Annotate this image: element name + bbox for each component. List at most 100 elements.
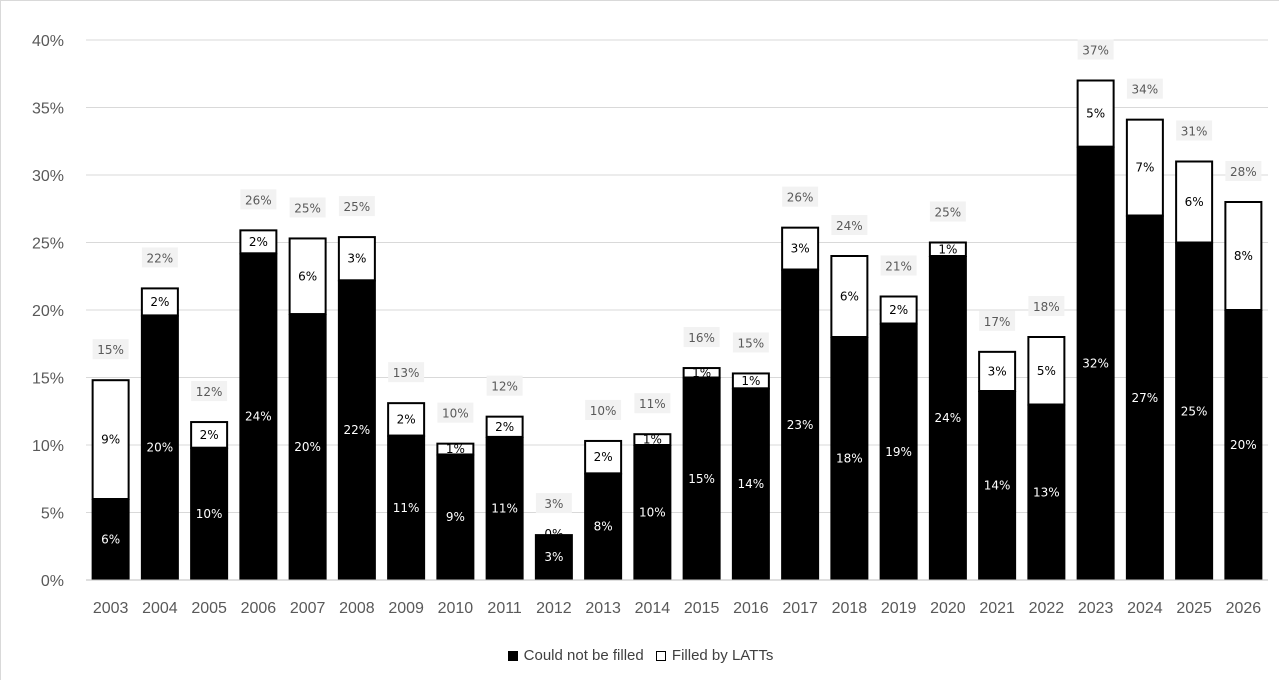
bar-filled-by-latts: [288, 237, 327, 316]
legend-label: Could not be filled: [523, 647, 644, 664]
x-tick-label: 2026: [1226, 600, 1262, 617]
data-label-filled-by-latts: 2%: [495, 420, 514, 434]
bar-could-not-be-filled: [140, 315, 179, 580]
bar-could-not-be-filled: [288, 314, 327, 580]
total-label-box: [1225, 161, 1262, 181]
data-label-could-not-be-filled: 22%: [344, 423, 371, 437]
bar-filled-by-latts: [781, 226, 820, 271]
data-label-could-not-be-filled: 32%: [1082, 356, 1109, 370]
bar-could-not-be-filled: [682, 377, 721, 580]
x-tick-label: 2024: [1127, 600, 1163, 617]
bar-filled-by-latts: [1175, 160, 1214, 244]
total-label: 13%: [393, 366, 420, 380]
bar-could-not-be-filled: [190, 447, 229, 580]
total-label-box: [141, 247, 178, 268]
total-label: 24%: [836, 219, 863, 233]
data-label-filled-by-latts: 6%: [840, 290, 859, 304]
data-label-filled-by-latts: 2%: [200, 428, 219, 442]
total-label-box: [1077, 39, 1114, 60]
bar-filled-by-latts: [633, 433, 672, 447]
bar-could-not-be-filled: [781, 269, 820, 580]
total-label: 17%: [984, 315, 1011, 329]
x-tick-label: 2013: [585, 600, 621, 617]
data-label-filled-by-latts: 1%: [938, 242, 957, 256]
bar-could-not-be-filled: [91, 499, 130, 580]
data-label-filled-by-latts: 2%: [594, 450, 613, 464]
bar-could-not-be-filled: [978, 391, 1017, 580]
data-label-could-not-be-filled: 9%: [446, 510, 465, 524]
x-tick-label: 2011: [487, 600, 522, 617]
x-tick-label: 2009: [388, 600, 424, 617]
data-label-could-not-be-filled: 27%: [1132, 391, 1159, 405]
y-tick-label: 5%: [41, 506, 64, 523]
data-label-could-not-be-filled: 20%: [147, 441, 174, 455]
y-tick-label: 20%: [32, 303, 64, 320]
bar-could-not-be-filled: [239, 253, 278, 581]
bar-filled-by-latts: [682, 367, 721, 379]
data-label-could-not-be-filled: 11%: [491, 501, 518, 515]
bar-filled-by-latts: [436, 442, 475, 456]
total-label: 25%: [935, 206, 962, 220]
bar-filled-by-latts: [978, 350, 1017, 393]
x-tick-label: 2004: [142, 600, 178, 617]
total-label: 21%: [885, 260, 912, 274]
bar-could-not-be-filled: [1076, 146, 1115, 580]
bar-filled-by-latts: [1224, 201, 1263, 311]
data-label-could-not-be-filled: 10%: [639, 506, 666, 520]
data-label-could-not-be-filled: 6%: [101, 533, 120, 547]
total-label-box: [1176, 120, 1213, 141]
x-tick-label: 2007: [290, 600, 326, 617]
data-label-could-not-be-filled: 18%: [836, 452, 863, 466]
total-label: 15%: [738, 336, 765, 350]
data-label-could-not-be-filled: 24%: [245, 410, 272, 424]
x-tick-label: 2014: [635, 600, 671, 617]
bars: 6% 9% 15% 20% 2% 22% 10% 2% 12% 24% 2% 26% 20% 6% 25% 2…: [91, 39, 1263, 581]
bar-could-not-be-filled: [1175, 242, 1214, 580]
x-tick-label: 2015: [684, 600, 720, 617]
total-label-box: [289, 197, 326, 218]
data-label-filled-by-latts: 6%: [298, 269, 317, 283]
bar-filled-by-latts: [91, 379, 130, 501]
legend: Could not be filled Filled by LATTs: [0, 647, 1281, 665]
total-label: 10%: [442, 407, 469, 421]
total-label-box: [486, 375, 523, 396]
total-label: 18%: [1033, 300, 1060, 314]
total-label-box: [1126, 78, 1163, 99]
total-label-box: [831, 215, 868, 235]
data-label-could-not-be-filled: 20%: [294, 440, 321, 454]
total-label: 12%: [491, 380, 518, 394]
data-label-could-not-be-filled: 24%: [935, 411, 962, 425]
data-label-filled-by-latts: 9%: [101, 433, 120, 447]
total-label: 11%: [639, 397, 666, 411]
x-tick-label: 2017: [782, 600, 818, 617]
x-axis-tick-labels: 2003 2004 2005 2006 2007 2008 2009 2010 2011 2012…: [93, 600, 1261, 617]
bar-filled-by-latts: [190, 421, 229, 449]
bar-filled-by-latts: [879, 295, 918, 325]
total-label-box: [240, 189, 277, 210]
bar-could-not-be-filled: [387, 435, 426, 580]
bar-could-not-be-filled: [534, 534, 573, 580]
total-label-box: [782, 186, 819, 207]
x-tick-label: 2006: [241, 600, 277, 617]
bar-could-not-be-filled: [436, 454, 475, 580]
bar-filled-by-latts: [485, 415, 524, 438]
data-label-could-not-be-filled: 15%: [688, 472, 715, 486]
data-label-could-not-be-filled: 14%: [984, 479, 1011, 493]
bar-could-not-be-filled: [1027, 404, 1066, 580]
bar-could-not-be-filled: [485, 436, 524, 580]
data-label-could-not-be-filled: 20%: [1230, 438, 1257, 452]
gridlines: [86, 39, 1268, 513]
bar-could-not-be-filled: [633, 445, 672, 580]
x-tick-label: 2020: [930, 600, 966, 617]
x-tick-label: 2025: [1176, 600, 1212, 617]
data-label-filled-by-latts: 3%: [347, 252, 366, 266]
data-label-could-not-be-filled: 14%: [738, 477, 765, 491]
bar-filled-by-latts: [387, 402, 426, 437]
data-label-could-not-be-filled: 19%: [885, 445, 912, 459]
data-label-could-not-be-filled: 23%: [787, 418, 814, 432]
data-label-filled-by-latts: 5%: [1037, 364, 1056, 378]
bar-filled-by-latts: [140, 287, 179, 317]
y-tick-label: 25%: [32, 236, 64, 253]
bar-filled-by-latts: [1027, 336, 1066, 406]
